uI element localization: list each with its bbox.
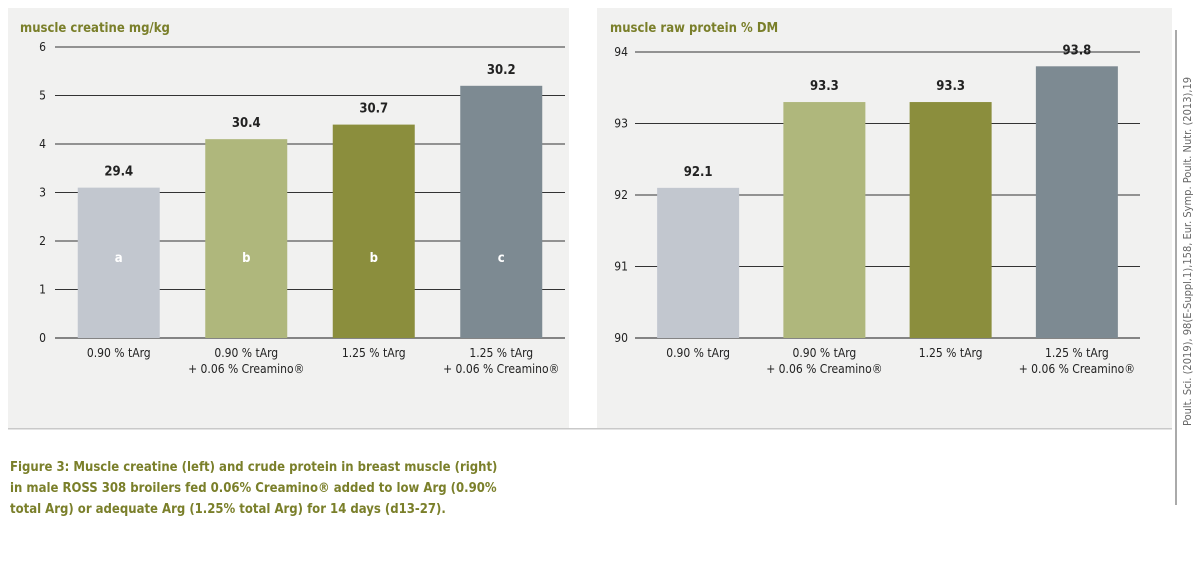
creatine-chart: muscle creatine mg/kg 0 1 2 3 4 5 6 29.4 a 30.4 b…	[20, 21, 565, 376]
creatine-data-label: 30.4	[232, 116, 261, 131]
creatine-y-tick-label: 0	[39, 331, 46, 345]
creatine-y-tick-label: 1	[39, 283, 46, 297]
creatine-bar	[77, 187, 160, 338]
creatine-bar	[460, 85, 543, 338]
creatine-data-label: 29.4	[104, 165, 133, 180]
creatine-category-label: 0.90 % tArg	[214, 346, 278, 360]
creatine-y-tick-label: 3	[39, 186, 46, 200]
side-reference: Poult. Sci. (2019), 98(E-Suppl.1),158, E…	[1181, 77, 1194, 426]
protein-bar	[657, 187, 740, 338]
protein-y-tick-label: 92	[614, 188, 628, 202]
protein-data-label: 93.3	[810, 79, 839, 94]
creatine-significance-letter: b	[242, 251, 250, 266]
creatine-x-axis: 0.90 % tArg 0.90 % tArg + 0.06 % Creamino®…	[87, 346, 560, 376]
protein-data-label: 93.3	[936, 79, 965, 94]
creatine-category-label: 1.25 % tArg	[342, 346, 406, 360]
creatine-bar	[332, 124, 415, 338]
figure-caption: Figure 3: Muscle creatine (left) and cru…	[10, 460, 498, 517]
creatine-data-label: 30.7	[359, 102, 388, 117]
creatine-y-axis: 0 1 2 3 4 5 6	[39, 40, 46, 345]
creatine-y-tick-label: 6	[39, 40, 46, 54]
creatine-y-tick-label: 5	[39, 89, 46, 103]
protein-bar	[783, 102, 866, 338]
creatine-bar	[205, 139, 288, 338]
protein-bar	[909, 102, 992, 338]
creatine-y-tick-label: 2	[39, 234, 46, 248]
protein-bar	[1035, 66, 1118, 339]
protein-category-label: 1.25 % tArg	[919, 346, 983, 360]
creatine-category-label: + 0.06 % Creamino®	[188, 362, 304, 376]
protein-y-tick-label: 94	[614, 45, 628, 59]
creatine-significance-letter: b	[370, 251, 378, 266]
protein-y-tick-label: 90	[614, 331, 628, 345]
protein-category-label: 0.90 % tArg	[666, 346, 730, 360]
protein-value-labels: 92.1 93.3 93.3 93.8	[684, 43, 1092, 180]
creatine-category-label: 1.25 % tArg	[469, 346, 533, 360]
creatine-value-labels: 29.4 a 30.4 b 30.7 b 30.2 c	[104, 63, 515, 266]
creatine-significance-letter: a	[115, 251, 123, 266]
creatine-significance-letter: c	[498, 251, 505, 266]
protein-category-label: 0.90 % tArg	[792, 346, 856, 360]
protein-chart-title: muscle raw protein % DM	[610, 21, 778, 36]
protein-category-label: + 0.06 % Creamino®	[1019, 362, 1135, 376]
creatine-y-tick-label: 4	[39, 137, 46, 151]
protein-x-axis: 0.90 % tArg 0.90 % tArg + 0.06 % Creamino®…	[666, 346, 1135, 376]
protein-data-label: 93.8	[1062, 43, 1091, 58]
protein-data-label: 92.1	[684, 165, 713, 180]
creatine-data-label: 30.2	[487, 63, 516, 78]
protein-y-tick-label: 93	[614, 117, 628, 131]
protein-bars	[657, 66, 1118, 339]
creatine-chart-title: muscle creatine mg/kg	[20, 21, 170, 36]
creatine-category-label: 0.90 % tArg	[87, 346, 151, 360]
protein-y-tick-label: 91	[614, 260, 628, 274]
protein-category-label: 1.25 % tArg	[1045, 346, 1109, 360]
protein-y-axis: 90 91 92 93 94	[614, 45, 628, 345]
creatine-category-label: + 0.06 % Creamino®	[443, 362, 559, 376]
creatine-bars	[77, 85, 543, 338]
protein-category-label: + 0.06 % Creamino®	[766, 362, 882, 376]
panel-bottom-rule	[8, 428, 1172, 430]
